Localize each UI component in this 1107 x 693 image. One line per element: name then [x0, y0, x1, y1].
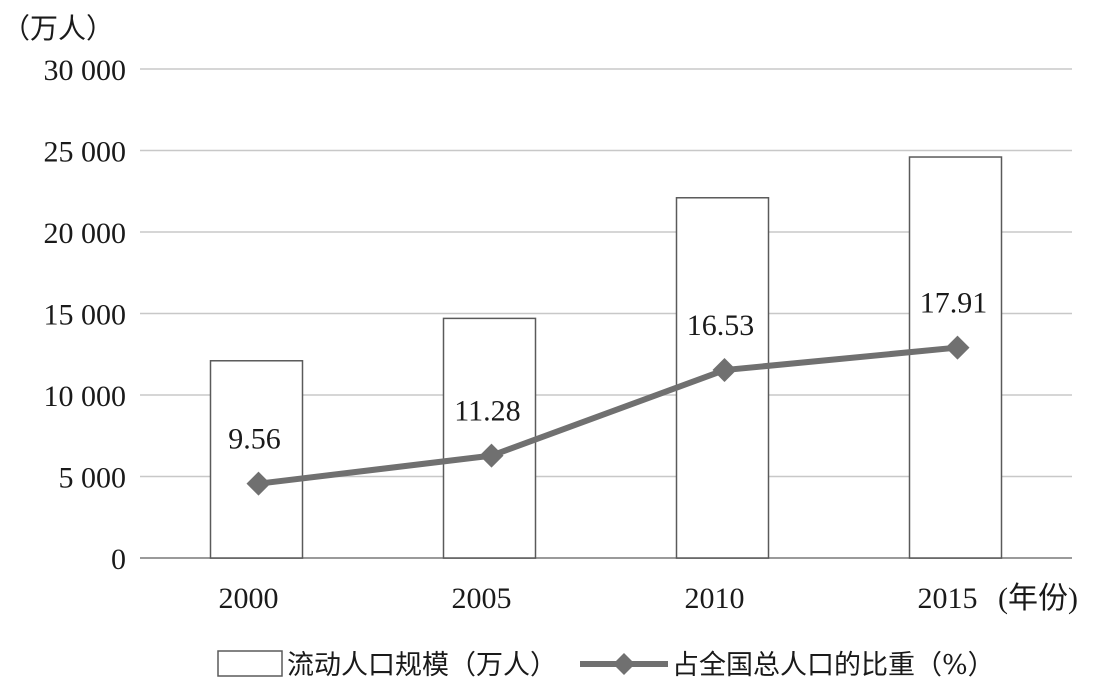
- legend-bar-label: 流动人口规模（万人）: [287, 650, 557, 681]
- y-tick-label: 5 000: [59, 462, 127, 495]
- y-tick-label: 0: [111, 543, 126, 576]
- x-tick-label: 2000: [219, 582, 279, 615]
- legend: 流动人口规模（万人） 占全国总人口的比重（%）: [217, 650, 995, 681]
- legend-line-marker: [613, 653, 635, 675]
- y-axis-unit: （万人）: [2, 12, 114, 45]
- y-tick-label: 15 000: [44, 299, 127, 332]
- data-label: 9.56: [228, 423, 281, 456]
- x-tick-label: 2010: [685, 582, 745, 615]
- x-tick-label: 2015: [918, 582, 978, 615]
- x-tick-label: 2005: [452, 582, 512, 615]
- legend-bar-swatch: [217, 650, 283, 677]
- y-tick-label: 30 000: [44, 54, 127, 87]
- bar-series: [209, 156, 1003, 559]
- data-labels: 9.56 11.28 16.53 17.91: [228, 287, 987, 456]
- line-marker: [246, 471, 271, 496]
- x-axis-ticks: 2000 2005 2010 2015: [219, 582, 978, 615]
- legend-line-label: 占全国总人口的比重（%）: [672, 650, 995, 681]
- y-tick-label: 25 000: [44, 136, 127, 169]
- series-line: [258, 344, 958, 487]
- line-marker: [712, 358, 737, 383]
- data-label: 16.53: [687, 309, 755, 342]
- x-axis-unit: (年份): [998, 582, 1078, 615]
- line-series: [246, 335, 970, 496]
- y-axis-ticks: 0 5 000 10 000 15 000 20 000 25 000 30 000: [44, 54, 127, 576]
- bar: [209, 360, 304, 559]
- line-marker: [479, 443, 504, 468]
- data-label: 11.28: [454, 395, 520, 428]
- bar: [442, 317, 537, 559]
- y-tick-label: 10 000: [44, 380, 127, 413]
- y-tick-label: 20 000: [44, 217, 127, 250]
- line-marker: [945, 335, 970, 360]
- data-label: 17.91: [920, 287, 988, 320]
